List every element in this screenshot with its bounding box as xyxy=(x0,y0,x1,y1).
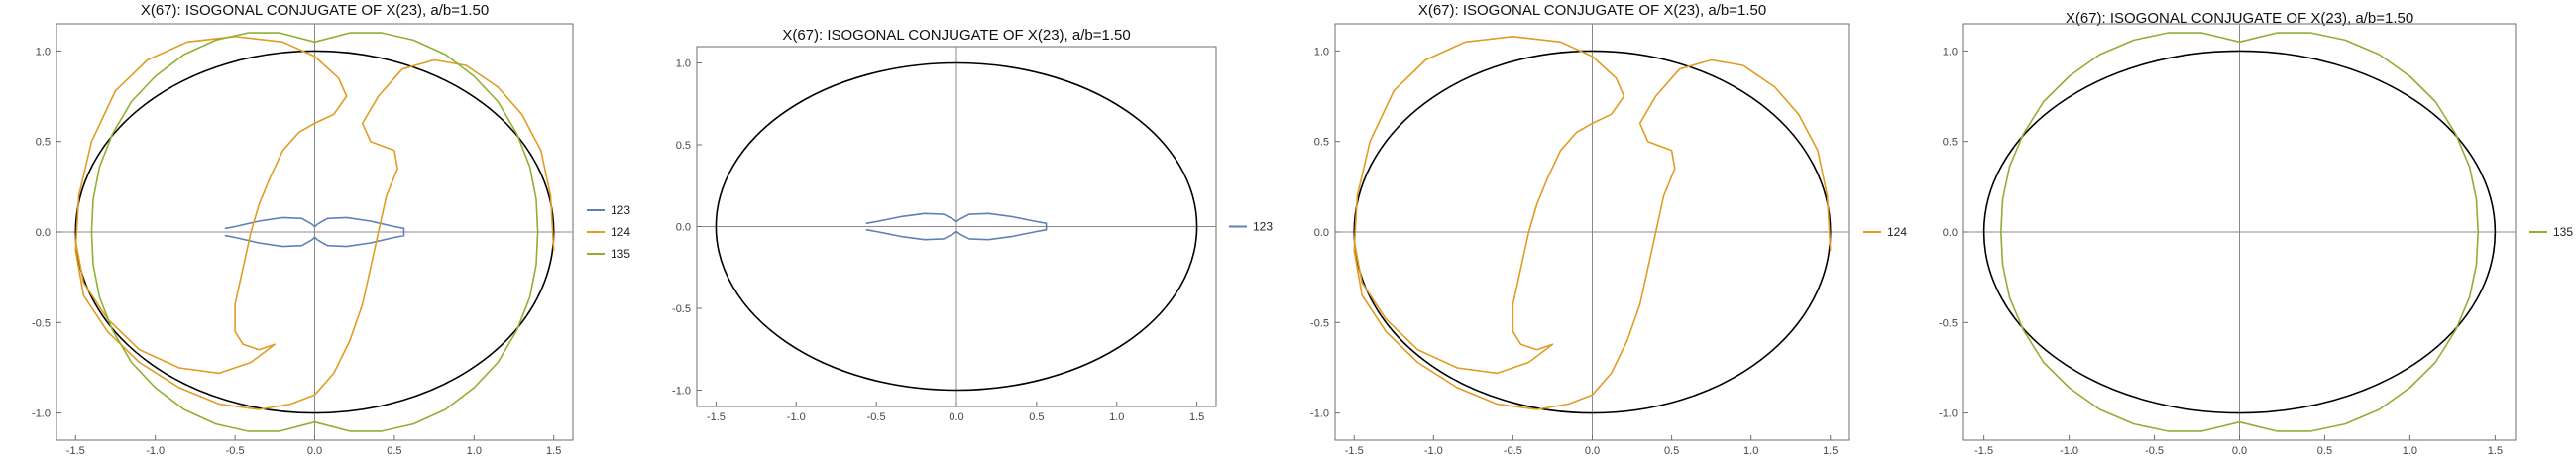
x-tick-label: -1.0 xyxy=(787,411,806,423)
y-tick-label: 0.5 xyxy=(1314,137,1329,149)
x-tick-label: 0.0 xyxy=(2232,445,2247,457)
chart-title: X(67): ISOGONAL CONJUGATE OF X(23), a/b=… xyxy=(2066,10,2413,27)
x-tick-label: -0.5 xyxy=(867,411,886,423)
chart-panel-1: X(67): ISOGONAL CONJUGATE OF X(23), a/b=… xyxy=(32,2,630,457)
reference-ellipse xyxy=(74,50,555,414)
x-tick-label: 1.5 xyxy=(1189,411,1204,423)
y-tick-label: -0.5 xyxy=(1310,317,1329,329)
x-tick-label: 0.0 xyxy=(307,445,322,457)
y-tick-label: 0.5 xyxy=(676,140,691,152)
x-tick-label: -0.5 xyxy=(226,445,245,457)
y-tick-label: 0.0 xyxy=(36,227,51,239)
chart-panel-3: X(67): ISOGONAL CONJUGATE OF X(23), a/b=… xyxy=(1310,2,1907,457)
x-tick-label: 0.5 xyxy=(387,445,401,457)
series-line-135 xyxy=(2000,32,2479,432)
x-tick-label: -1.0 xyxy=(2060,445,2078,457)
y-tick-label: 0.0 xyxy=(1314,227,1329,239)
legend-label-123: 123 xyxy=(611,203,630,217)
reference-ellipse xyxy=(1353,50,1832,414)
y-tick-label: -0.5 xyxy=(672,303,691,315)
y-tick-label: -0.5 xyxy=(32,317,51,329)
chart-panel-2: X(67): ISOGONAL CONJUGATE OF X(23), a/b=… xyxy=(672,27,1273,423)
series-line-124 xyxy=(74,35,555,410)
y-tick-label: -1.0 xyxy=(1939,408,1958,420)
x-tick-label: 1.0 xyxy=(467,445,482,457)
legend-label-123: 123 xyxy=(1253,220,1273,234)
chart-panel-4: X(67): ISOGONAL CONJUGATE OF X(23), a/b=… xyxy=(1939,10,2573,457)
x-tick-label: 0.0 xyxy=(949,411,963,423)
legend-label-124: 124 xyxy=(611,225,630,239)
series-line-124 xyxy=(1353,35,1832,410)
legend-label-135: 135 xyxy=(2553,225,2573,239)
x-tick-label: 0.5 xyxy=(1029,411,1044,423)
y-tick-label: 0.5 xyxy=(36,137,51,149)
y-tick-label: -0.5 xyxy=(1939,317,1958,329)
y-tick-label: 1.0 xyxy=(36,46,51,58)
x-tick-label: -1.0 xyxy=(1424,445,1443,457)
reference-ellipse xyxy=(715,61,1198,392)
x-tick-label: 0.5 xyxy=(1664,445,1679,457)
y-tick-label: -1.0 xyxy=(672,386,691,398)
x-tick-label: 1.0 xyxy=(1109,411,1124,423)
chart-title: X(67): ISOGONAL CONJUGATE OF X(23), a/b=… xyxy=(141,2,489,19)
x-tick-label: 0.0 xyxy=(1585,445,1600,457)
series-line-123 xyxy=(224,216,405,248)
x-tick-label: -1.5 xyxy=(1974,445,1993,457)
x-tick-label: 1.5 xyxy=(546,445,561,457)
reference-ellipse xyxy=(1982,50,2497,414)
y-tick-label: -1.0 xyxy=(1310,408,1329,420)
x-tick-label: 1.0 xyxy=(2403,445,2417,457)
x-tick-label: -0.5 xyxy=(2145,445,2164,457)
legend-label-135: 135 xyxy=(611,247,630,261)
x-tick-label: 1.5 xyxy=(2488,445,2503,457)
x-tick-label: 1.0 xyxy=(1743,445,1758,457)
series-line-135 xyxy=(90,32,539,432)
x-tick-label: -1.5 xyxy=(707,411,726,423)
x-tick-label: -0.5 xyxy=(1504,445,1522,457)
y-tick-label: 1.0 xyxy=(676,58,691,70)
y-tick-label: -1.0 xyxy=(32,408,51,420)
y-tick-label: 1.0 xyxy=(1314,46,1329,58)
x-tick-label: -1.5 xyxy=(66,445,85,457)
y-tick-label: 0.0 xyxy=(676,222,691,234)
y-tick-label: 0.5 xyxy=(1943,137,1958,149)
x-tick-label: 1.5 xyxy=(1823,445,1838,457)
x-tick-label: -1.0 xyxy=(146,445,165,457)
legend-label-124: 124 xyxy=(1887,225,1907,239)
y-tick-label: 0.0 xyxy=(1943,227,1958,239)
chart-title: X(67): ISOGONAL CONJUGATE OF X(23), a/b=… xyxy=(782,27,1130,44)
x-tick-label: -1.5 xyxy=(1345,445,1364,457)
x-tick-label: 0.5 xyxy=(2317,445,2332,457)
series-line-123 xyxy=(865,212,1048,241)
chart-title: X(67): ISOGONAL CONJUGATE OF X(23), a/b=… xyxy=(1418,2,1766,19)
y-tick-label: 1.0 xyxy=(1943,46,1958,58)
